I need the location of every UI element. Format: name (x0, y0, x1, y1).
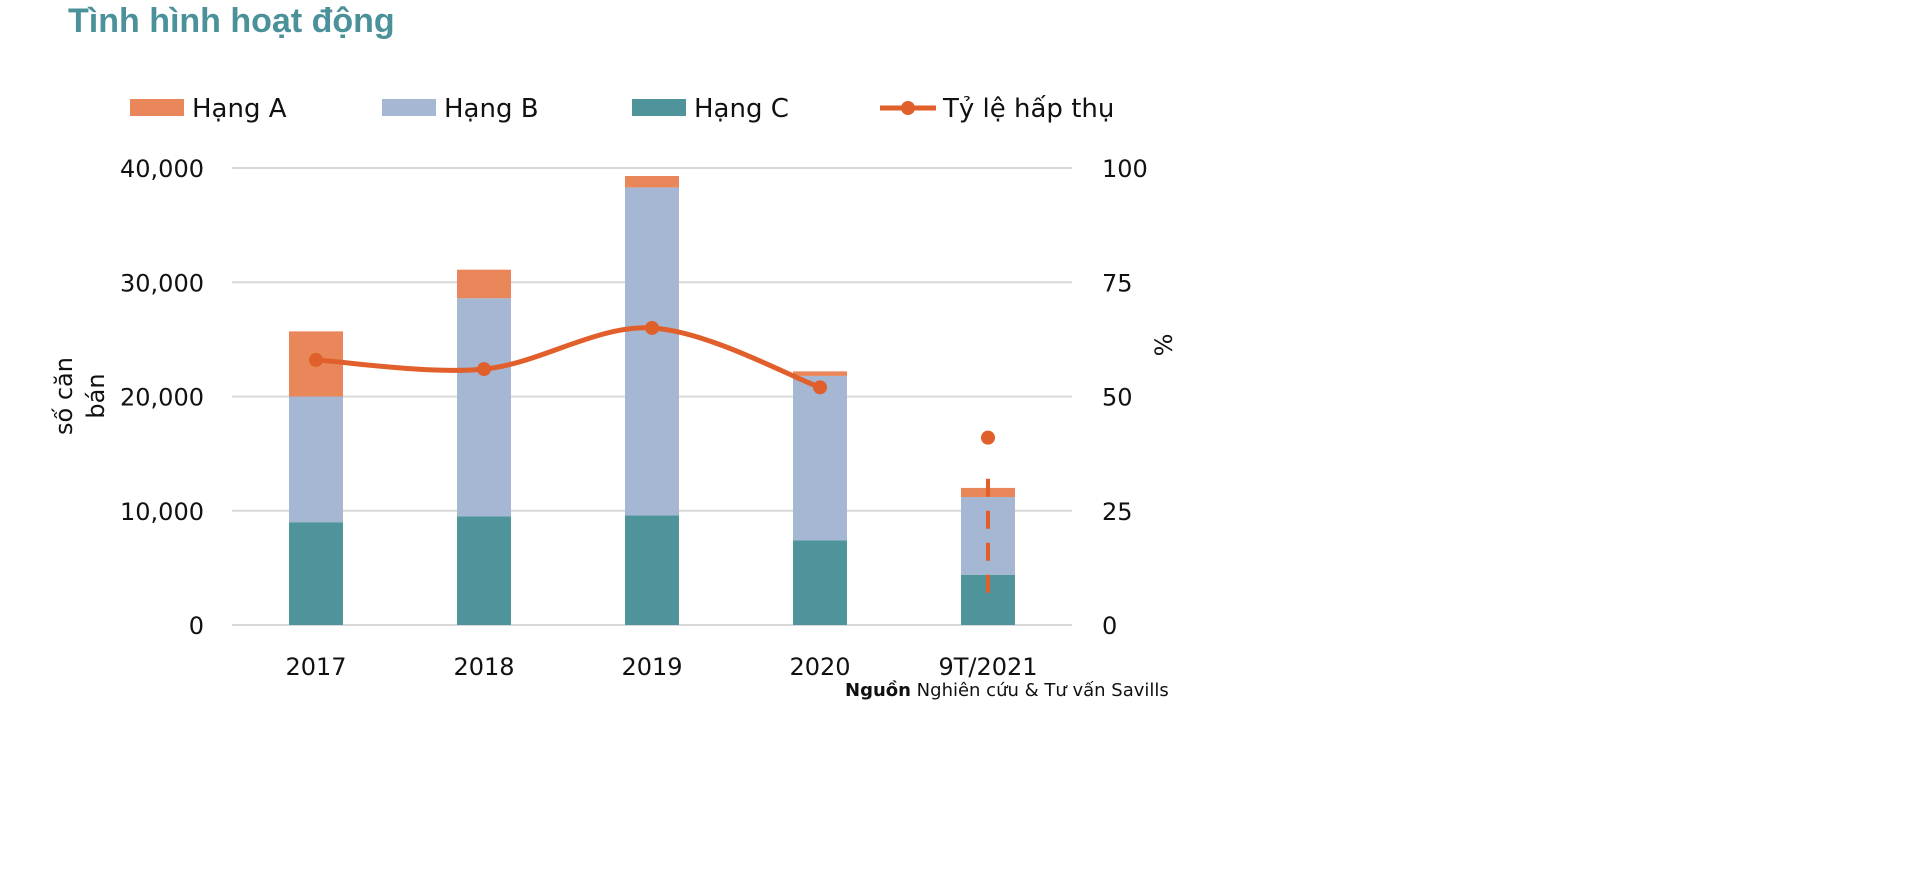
bar-segment (625, 175, 679, 188)
y2-axis-label: % (1150, 334, 1178, 357)
legend-label: Hạng C (694, 94, 789, 124)
y2-tick-label: 100 (1102, 155, 1148, 183)
legend-label: Hạng A (192, 94, 287, 124)
legend-swatch (382, 99, 436, 116)
bar-segment (457, 298, 511, 517)
bar-segment (961, 497, 1015, 575)
legend-swatch (130, 99, 184, 116)
legend-label: Tỷ lệ hấp thụ (942, 94, 1114, 124)
source-note: Nguồn Nghiên cứu & Tư vấn Savills (845, 680, 1169, 701)
y2-tick-label: 75 (1102, 269, 1133, 297)
line-point (309, 352, 323, 367)
bar-segment (793, 540, 847, 625)
line-point (813, 380, 827, 395)
legend-swatch (632, 99, 686, 116)
y-tick-label: 40,000 (120, 155, 204, 183)
y-tick-label: 0 (189, 612, 204, 640)
legend-line-marker (901, 101, 915, 115)
y-axis-label-line1: số căn (50, 357, 78, 435)
line-point (981, 430, 995, 445)
x-tick-label: 2020 (789, 653, 850, 681)
bar-segment (457, 269, 511, 299)
bar-segment (289, 522, 343, 625)
y-axis-label-line2: bán (82, 373, 110, 418)
y-tick-label: 30,000 (120, 269, 204, 297)
bar-segment (793, 371, 847, 376)
source-label: Nguồn (845, 680, 911, 701)
y2-tick-label: 50 (1102, 384, 1133, 412)
x-tick-label: 2019 (621, 653, 682, 681)
legend-label: Hạng B (444, 94, 539, 124)
x-tick-label: 9T/2021 (938, 653, 1037, 681)
bar-segment (625, 515, 679, 625)
y-tick-label: 20,000 (120, 384, 204, 412)
bar-segment (457, 516, 511, 625)
bar-segment (625, 187, 679, 516)
source-text: Nghiên cứu & Tư vấn Savills (910, 680, 1169, 701)
line-series (315, 325, 821, 390)
y-tick-label: 10,000 (120, 498, 204, 526)
bar-segment (793, 375, 847, 541)
y2-tick-label: 0 (1102, 612, 1117, 640)
x-tick-label: 2018 (453, 653, 514, 681)
x-tick-label: 2017 (285, 653, 346, 681)
bar-segment (289, 396, 343, 523)
y2-tick-label: 25 (1102, 498, 1133, 526)
line-point (477, 362, 491, 377)
page-title: Tình hình hoạt động (68, 2, 395, 40)
line-point (645, 320, 659, 335)
